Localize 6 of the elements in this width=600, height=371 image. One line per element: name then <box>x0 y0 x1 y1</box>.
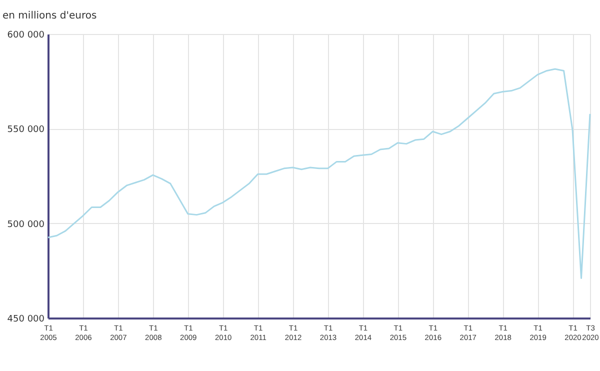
line-series <box>47 68 591 279</box>
y-axis-title: en millions d'euros <box>2 10 97 22</box>
y-tick-label: 450 000 <box>7 314 45 324</box>
y-tick-label: 500 000 <box>7 220 45 230</box>
y-tick-label: 600 000 <box>7 30 45 40</box>
y-tick-label: 550 000 <box>7 125 45 136</box>
